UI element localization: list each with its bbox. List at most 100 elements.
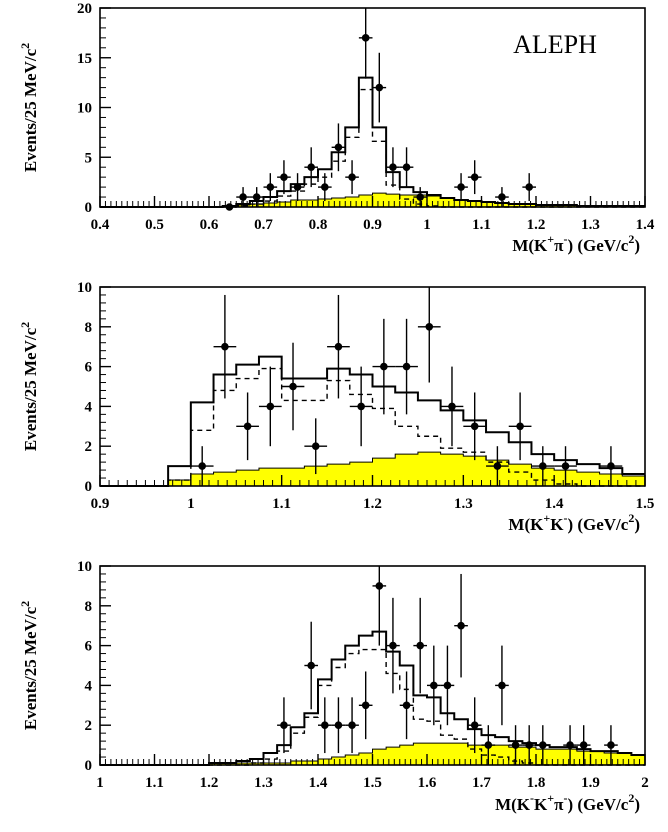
x-axis-title: M(K+K-) (GeV/c2) (508, 511, 640, 534)
y-tick-label: 0 (85, 479, 93, 495)
data-point-marker (321, 183, 329, 191)
data-point (331, 123, 346, 172)
data-point (386, 147, 400, 188)
x-tick-label: 1.1 (472, 217, 491, 233)
data-point-marker (539, 741, 547, 749)
data-point-marker (361, 701, 370, 710)
data-point-marker (470, 721, 479, 729)
x-tick-label: 1.5 (363, 775, 382, 791)
data-point (576, 725, 591, 765)
data-point (454, 173, 468, 202)
data-point (372, 52, 387, 123)
data-point (236, 392, 259, 461)
data-point (495, 645, 509, 726)
x-tick-label: 1.7 (472, 775, 491, 791)
x-tick-label: 1.2 (527, 217, 546, 233)
x-tick-label: 1.6 (418, 775, 437, 791)
data-point-marker (579, 741, 588, 749)
data-point (413, 597, 427, 694)
data-point (454, 573, 468, 678)
x-tick-label: 0.6 (200, 217, 219, 233)
data-point (281, 342, 305, 431)
data-point (190, 446, 214, 486)
data-point-marker (389, 641, 397, 650)
x-tick-label: 1.3 (454, 496, 473, 512)
x-tick-label: 1.1 (145, 775, 164, 791)
x-tick-label: 0.9 (91, 496, 110, 512)
data-point-marker (348, 173, 356, 181)
y-tick-label: 2 (85, 718, 93, 734)
x-tick-label: 0.8 (309, 217, 328, 233)
y-tick-label: 0 (85, 200, 93, 216)
data-point-marker (448, 402, 456, 411)
data-point-marker (375, 83, 384, 92)
data-point-marker (416, 641, 424, 650)
data-point-marker (239, 193, 247, 201)
y-tick-label: 2 (85, 439, 93, 455)
data-point (331, 697, 346, 754)
y-tick-label: 6 (85, 639, 93, 655)
data-point-marker (416, 193, 424, 201)
data-point (508, 392, 532, 461)
data-point (563, 725, 577, 765)
data-point (327, 294, 350, 399)
data-point-marker (293, 183, 302, 191)
plot-panel-2: 0.9 1 1.1 1.2 1.3 1.4 1.5 0 2 4 6 8 10 Events/25 MeV/… (18, 280, 654, 534)
data-point-marker (525, 183, 533, 191)
experiment-label: ALEPH (513, 30, 597, 59)
background-histogram (100, 451, 646, 487)
data-point-marker (266, 402, 275, 411)
data-point (372, 318, 396, 415)
data-point-marker (243, 422, 252, 431)
data-point-marker (334, 721, 343, 729)
data-point-marker (321, 721, 329, 729)
data-point (258, 366, 282, 447)
data-point (249, 187, 264, 207)
data-point (345, 160, 359, 195)
x-axis-title: M(K-K+π-) (GeV/c2) (495, 791, 640, 814)
data-point (277, 697, 291, 754)
data-point-marker (511, 741, 520, 749)
x-tick-label: 0.9 (363, 217, 382, 233)
data-point-marker (252, 193, 261, 201)
data-point (277, 160, 291, 195)
signal-histogram (100, 367, 645, 487)
x-tick-label: 1.1 (272, 496, 291, 512)
data-point (263, 173, 278, 202)
data-point (304, 621, 318, 710)
data-point (467, 697, 482, 754)
data-point-marker (221, 342, 229, 351)
data-point (481, 725, 496, 765)
data-point-marker (425, 323, 434, 331)
data-point-marker (470, 173, 479, 181)
data-point (467, 160, 482, 195)
x-tick-label: 0.7 (254, 217, 273, 233)
x-tick-label: 1.4 (309, 775, 328, 791)
data-point-marker (357, 402, 365, 411)
data-point-marker (280, 721, 288, 729)
data-point (413, 187, 427, 207)
y-tick-label: 4 (85, 678, 93, 694)
data-point-marker (307, 163, 315, 171)
x-tick-label: 1 (187, 496, 195, 512)
data-point (463, 392, 487, 461)
data-point (395, 318, 418, 415)
x-tick-label: 1.4 (545, 496, 564, 512)
x-tick-label: 1 (423, 217, 431, 233)
x-axis-title: M(K+π-) (GeV/c2) (512, 232, 640, 255)
data-point (417, 287, 441, 383)
plot-panel-3: 1 1.1 1.2 1.3 1.4 1.5 1.6 1.7 1.8 1.9 2 0 2 4 6 8 10 Even… (18, 559, 649, 814)
data-point (440, 366, 464, 447)
data-point (304, 418, 328, 475)
data-point (345, 697, 359, 754)
x-tick-label: 1.2 (200, 775, 219, 791)
data-point (599, 446, 623, 486)
total-histogram (100, 76, 645, 208)
x-tick-label: 0.4 (91, 217, 110, 233)
data-point-marker (561, 462, 570, 470)
y-tick-label: 20 (77, 1, 92, 17)
y-tick-label: 10 (77, 101, 92, 117)
data-point (399, 147, 414, 188)
